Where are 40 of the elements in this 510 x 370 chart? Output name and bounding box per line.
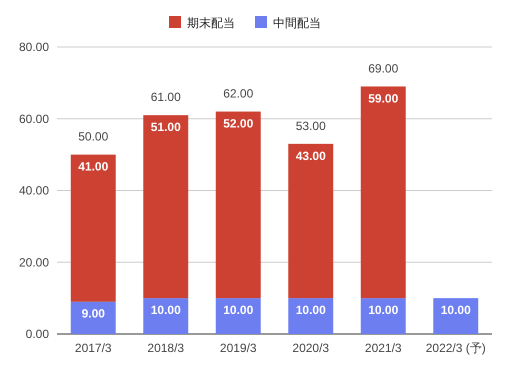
data-label: 43.00 (296, 148, 326, 163)
data-label: 10.00 (150, 303, 182, 318)
total-label: 53.00 (296, 118, 326, 133)
bar (70, 302, 116, 334)
bar (143, 115, 188, 298)
data-label: 10.00 (223, 303, 254, 318)
data-label: 51.00 (150, 120, 182, 134)
data-label: 52.00 (223, 116, 254, 131)
y-tick-label: 20.00 (18, 255, 50, 270)
x-tick-label: 2019/3 (220, 341, 257, 355)
data-label: 10.00 (296, 303, 326, 318)
bar (216, 298, 261, 334)
x-tick-label: 2018/3 (147, 341, 184, 355)
data-label: 59.00 (368, 91, 399, 106)
x-tick-label: 2021/3 (364, 341, 402, 355)
y-tick-label: 80.00 (18, 40, 50, 54)
legend-label: 中間配当 (273, 16, 321, 30)
x-tick-label: 2017/3 (74, 341, 112, 355)
bar (360, 298, 406, 334)
legend-label: 期末配当 (187, 16, 235, 30)
bar (433, 298, 478, 334)
bar (360, 86, 406, 298)
y-tick-label: 0.00 (26, 327, 50, 341)
x-tick-label: 2020/3 (292, 341, 330, 355)
bar (288, 144, 334, 298)
total-label: 50.00 (78, 130, 109, 144)
bar (288, 298, 334, 334)
data-label: 41.00 (78, 160, 109, 174)
bar (143, 298, 188, 334)
total-label: 61.00 (150, 90, 182, 104)
y-tick-label: 40.00 (18, 184, 50, 198)
x-tick-label: 2022/3 (予) (426, 341, 486, 355)
total-label: 62.00 (223, 86, 254, 101)
data-label: 9.00 (82, 306, 106, 321)
data-label: 10.00 (440, 303, 472, 318)
bar (216, 112, 261, 298)
total-label: 69.00 (368, 61, 399, 76)
y-tick-label: 60.00 (18, 112, 50, 126)
data-label: 10.00 (368, 303, 399, 318)
bar (70, 154, 116, 302)
